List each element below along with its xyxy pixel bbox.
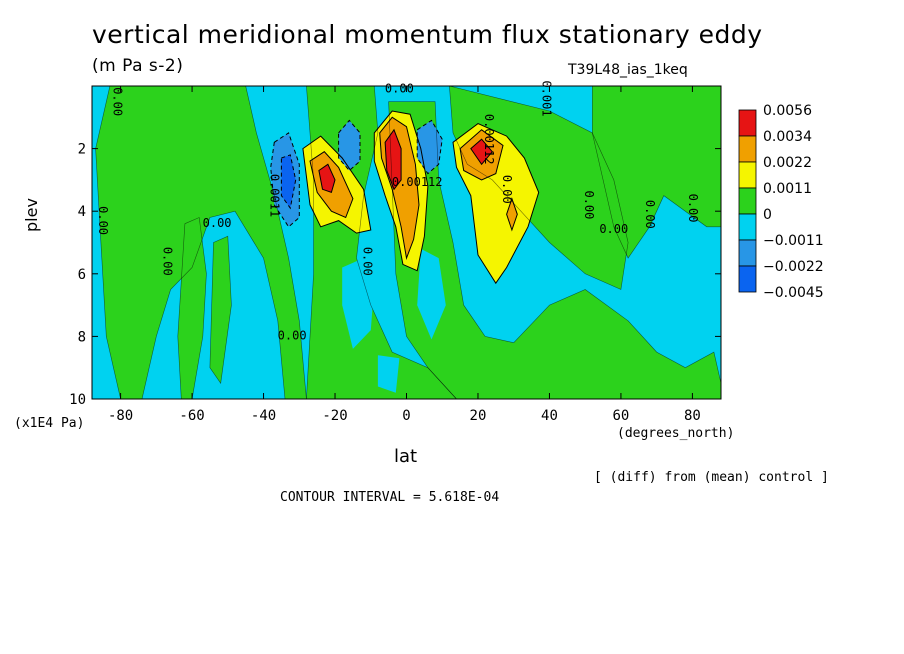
x-axis-units: (degrees_north)	[617, 426, 735, 441]
contour-label: 0.0011	[268, 174, 282, 217]
contour-label: 0.00	[160, 247, 174, 276]
contour-line-orange-south	[309, 151, 354, 219]
contour-label: 0.00	[385, 81, 414, 95]
x-tick-label: 0	[402, 408, 410, 424]
contour-label: 0.00	[643, 200, 657, 229]
x-tick-label: 20	[470, 408, 487, 424]
colorbar-label: 0.0056	[763, 103, 812, 119]
contour-region-zero-7	[209, 236, 232, 384]
colorbar-swatch	[738, 265, 757, 293]
x-axis: -80 -60 -40 -20 0 20 40 60 80	[108, 86, 701, 424]
contour-line-red-south	[318, 163, 336, 194]
contour-label: 0.00	[599, 222, 628, 236]
contour-region-deepblue-south	[281, 154, 296, 209]
contour-line-yellow-center	[373, 110, 429, 272]
contour-interval: CONTOUR INTERVAL = 5.618E-04	[280, 490, 500, 505]
contour-region-red-center	[385, 129, 402, 190]
contour-label: 0.00	[500, 175, 514, 204]
x-tick-label: -40	[251, 408, 276, 424]
colorbar-swatch	[738, 109, 757, 137]
contour-line-yellow-south	[302, 135, 372, 234]
contour-region-blue-mid	[338, 120, 360, 171]
x-tick-label: 80	[684, 408, 701, 424]
contour-line-deepblue-south	[280, 154, 297, 210]
contour-line-zero-5	[592, 86, 721, 259]
x-tick-label: -60	[179, 408, 204, 424]
colorbar-swatch	[738, 239, 757, 267]
contour-label: 0.00	[361, 247, 375, 276]
chart-units: (m Pa s-2)	[92, 56, 184, 76]
contour-label: 0.00112	[482, 114, 496, 165]
y-tick-label: 8	[78, 329, 86, 345]
contour-label: 0.00	[203, 216, 232, 230]
contour-line-orange-north	[459, 129, 504, 181]
contour-line-zero-2	[306, 86, 457, 399]
colorbar-label: 0.0011	[763, 181, 812, 197]
y-tick-label: 6	[78, 267, 86, 283]
contour-label: 0.00	[110, 87, 124, 116]
contour-line-yellow-north	[452, 123, 540, 285]
contour-line-orange-north-spot	[506, 197, 518, 232]
colorbar: 0.0056 0.0034 0.0022 0.0011 0 −0.0011 −0.0022 −…	[738, 103, 824, 301]
y-axis-label: plev	[22, 198, 41, 232]
colorbar-swatch	[738, 161, 757, 189]
contour-region-neg-small-1	[342, 258, 375, 349]
x-tick-label: 40	[541, 408, 558, 424]
contour-label: 0.00	[278, 329, 307, 343]
colorbar-swatch	[738, 187, 757, 215]
contour-line-zero-6	[177, 217, 207, 399]
contour-lines	[95, 86, 721, 399]
contour-line-orange-center	[379, 116, 420, 260]
colorbar-swatch	[738, 135, 757, 163]
contour-region-zero-6	[177, 217, 207, 399]
x-axis-label: lat	[394, 446, 418, 467]
contour-line-blue-mid	[338, 119, 361, 172]
contour-line-zero-7	[209, 235, 232, 385]
diff-note: [ (diff) from (mean) control ]	[594, 470, 829, 485]
contour-line-red-center	[384, 128, 402, 191]
contour-line-blue-south	[270, 132, 300, 228]
contour-line-zero-3	[388, 101, 721, 399]
colorbar-label: −0.0045	[763, 285, 824, 301]
contour-line-red-north	[470, 138, 493, 166]
colorbar-swatch	[738, 213, 757, 241]
contour-label: 0.00	[96, 206, 110, 235]
chart-title: vertical meridional momentum flux statio…	[92, 20, 763, 49]
x-tick-label: -20	[322, 408, 347, 424]
x-tick-label: 60	[613, 408, 630, 424]
contour-label: 0.00	[582, 190, 596, 219]
colorbar-label: −0.0022	[763, 259, 824, 275]
y-axis-units: (x1E4 Pa)	[14, 416, 85, 431]
colorbar-label: 0.0034	[763, 129, 812, 145]
contour-label: 0.00	[686, 194, 700, 223]
contour-region-zero-5	[592, 86, 721, 259]
contour-line-zero-1	[95, 86, 307, 399]
colorbar-label: −0.0011	[763, 233, 824, 249]
colorbar-label: 0.0022	[763, 155, 812, 171]
contour-label: 0.00112	[392, 175, 443, 189]
contour-field	[92, 86, 721, 399]
contour-region-neg-small-3	[377, 355, 400, 393]
colorbar-label: 0	[763, 207, 772, 223]
contour-region-zero-3	[388, 101, 721, 399]
y-axis: 2 4 6 8 10	[69, 142, 721, 408]
y-tick-label: 2	[78, 142, 86, 158]
y-tick-label: 10	[69, 392, 86, 408]
x-tick-label: -80	[108, 408, 133, 424]
contour-line-blue-north	[416, 119, 443, 175]
run-name: T39L48_ias_1keq	[568, 62, 688, 78]
contour-region-neg-small-2	[417, 248, 446, 340]
y-tick-label: 4	[78, 204, 86, 220]
